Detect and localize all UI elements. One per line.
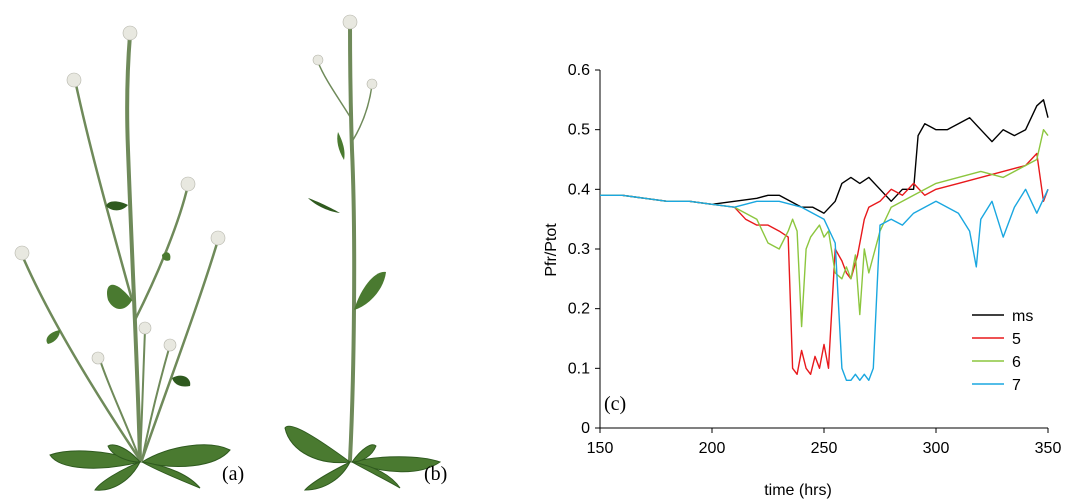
series-line-ms [600, 99, 1049, 214]
legend-label-ms: ms [1012, 308, 1033, 325]
x-tick-label: 300 [923, 440, 950, 457]
plant-b-cauline-leaf [308, 198, 340, 213]
series-line-5 [600, 152, 1049, 375]
plant-a-illustration: (a) [14, 25, 244, 491]
y-tick-label: 0.3 [568, 241, 590, 258]
plant-a-cauline-leaf [46, 330, 60, 344]
plant-a-rosette-leaf [140, 444, 231, 467]
plant-a-stem-mid-left [99, 359, 141, 461]
x-tick-label: 200 [699, 440, 726, 457]
x-tick-label: 350 [1035, 440, 1062, 457]
chart-series-lines [600, 99, 1049, 381]
legend-label-7: 7 [1012, 377, 1021, 394]
plant-a-stem-right [133, 183, 190, 322]
plant-a-rosette-leaf [94, 461, 142, 491]
plant-a-cauline-leaf [106, 201, 128, 211]
y-tick-label: 0.5 [568, 122, 590, 139]
plant-a-flower-cluster [122, 25, 138, 41]
y-tick-label: 0.1 [568, 360, 590, 377]
y-tick-label: 0.2 [568, 301, 590, 318]
plant-a-flower-cluster [180, 176, 196, 192]
y-tick-label: 0.6 [568, 62, 590, 79]
y-tick-label: 0.4 [568, 181, 590, 198]
series-line-7 [600, 188, 1049, 381]
line-chart: 150 200 250 300 350 0 0.1 0.2 0.3 0.4 0.5 0.6 ms 5 6… [543, 62, 1061, 499]
plant-a-stem-center [139, 329, 146, 461]
y-tick-label: 0 [581, 420, 590, 437]
plant-a-flower-cluster [14, 245, 30, 261]
plant-a-stem-left [73, 78, 134, 302]
legend-label-6: 6 [1012, 354, 1021, 371]
plant-a-cauline-leaf [162, 252, 171, 261]
plant-a-rosette-leaf [107, 444, 142, 463]
x-tick-labels: 150 200 250 300 350 [587, 428, 1062, 457]
plant-a-cauline-leaf [107, 284, 132, 309]
x-tick-label: 150 [587, 440, 614, 457]
plant-b-flower-cluster [366, 78, 378, 90]
plant-b-rosette-leaf [351, 461, 401, 489]
plant-a-flower-cluster [163, 338, 177, 352]
plant-b-branch [352, 84, 373, 141]
y-axis-label: Pfr/Ptot [543, 223, 560, 277]
plant-b-flower-cluster [342, 14, 358, 30]
plant-b-rosette-leaf [303, 460, 352, 491]
plant-b-cauline-leaf [354, 271, 386, 310]
x-axis-label: time (hrs) [764, 482, 832, 499]
panel-b-label: (b) [424, 463, 447, 485]
x-tick-label: 250 [811, 440, 838, 457]
plant-b-illustration: (b) [284, 14, 447, 491]
plant-b-flower-cluster [312, 54, 324, 66]
panel-c-label: (c) [604, 393, 626, 415]
plant-b-rosette-leaf [284, 425, 352, 464]
plant-b-main-stem [348, 20, 357, 462]
legend-label-5: 5 [1012, 331, 1021, 348]
series-line-6 [600, 128, 1049, 328]
plant-a-main-stem [125, 33, 142, 462]
plant-b-branch [317, 61, 353, 121]
plant-b-cauline-leaf [337, 132, 345, 160]
plant-a-cauline-leaf [172, 375, 191, 387]
plant-a-flower-cluster [138, 321, 152, 335]
plant-b-rosette-leaf [351, 444, 377, 463]
plant-a-flower-cluster [91, 351, 105, 365]
panel-a-label: (a) [222, 463, 244, 485]
chart-axes [599, 70, 1048, 429]
plant-a-flower-cluster [210, 230, 226, 246]
plant-a-stem-far-right [140, 238, 220, 462]
chart-legend: ms 5 6 7 [972, 308, 1033, 394]
plant-a-stem-mid-right [141, 344, 171, 461]
plant-a-rosette-leaf [141, 461, 201, 489]
y-tick-labels: 0 0.1 0.2 0.3 0.4 0.5 0.6 [568, 62, 600, 437]
plant-a-flower-cluster [66, 72, 82, 88]
plant-a-stem-far-left [20, 253, 142, 462]
